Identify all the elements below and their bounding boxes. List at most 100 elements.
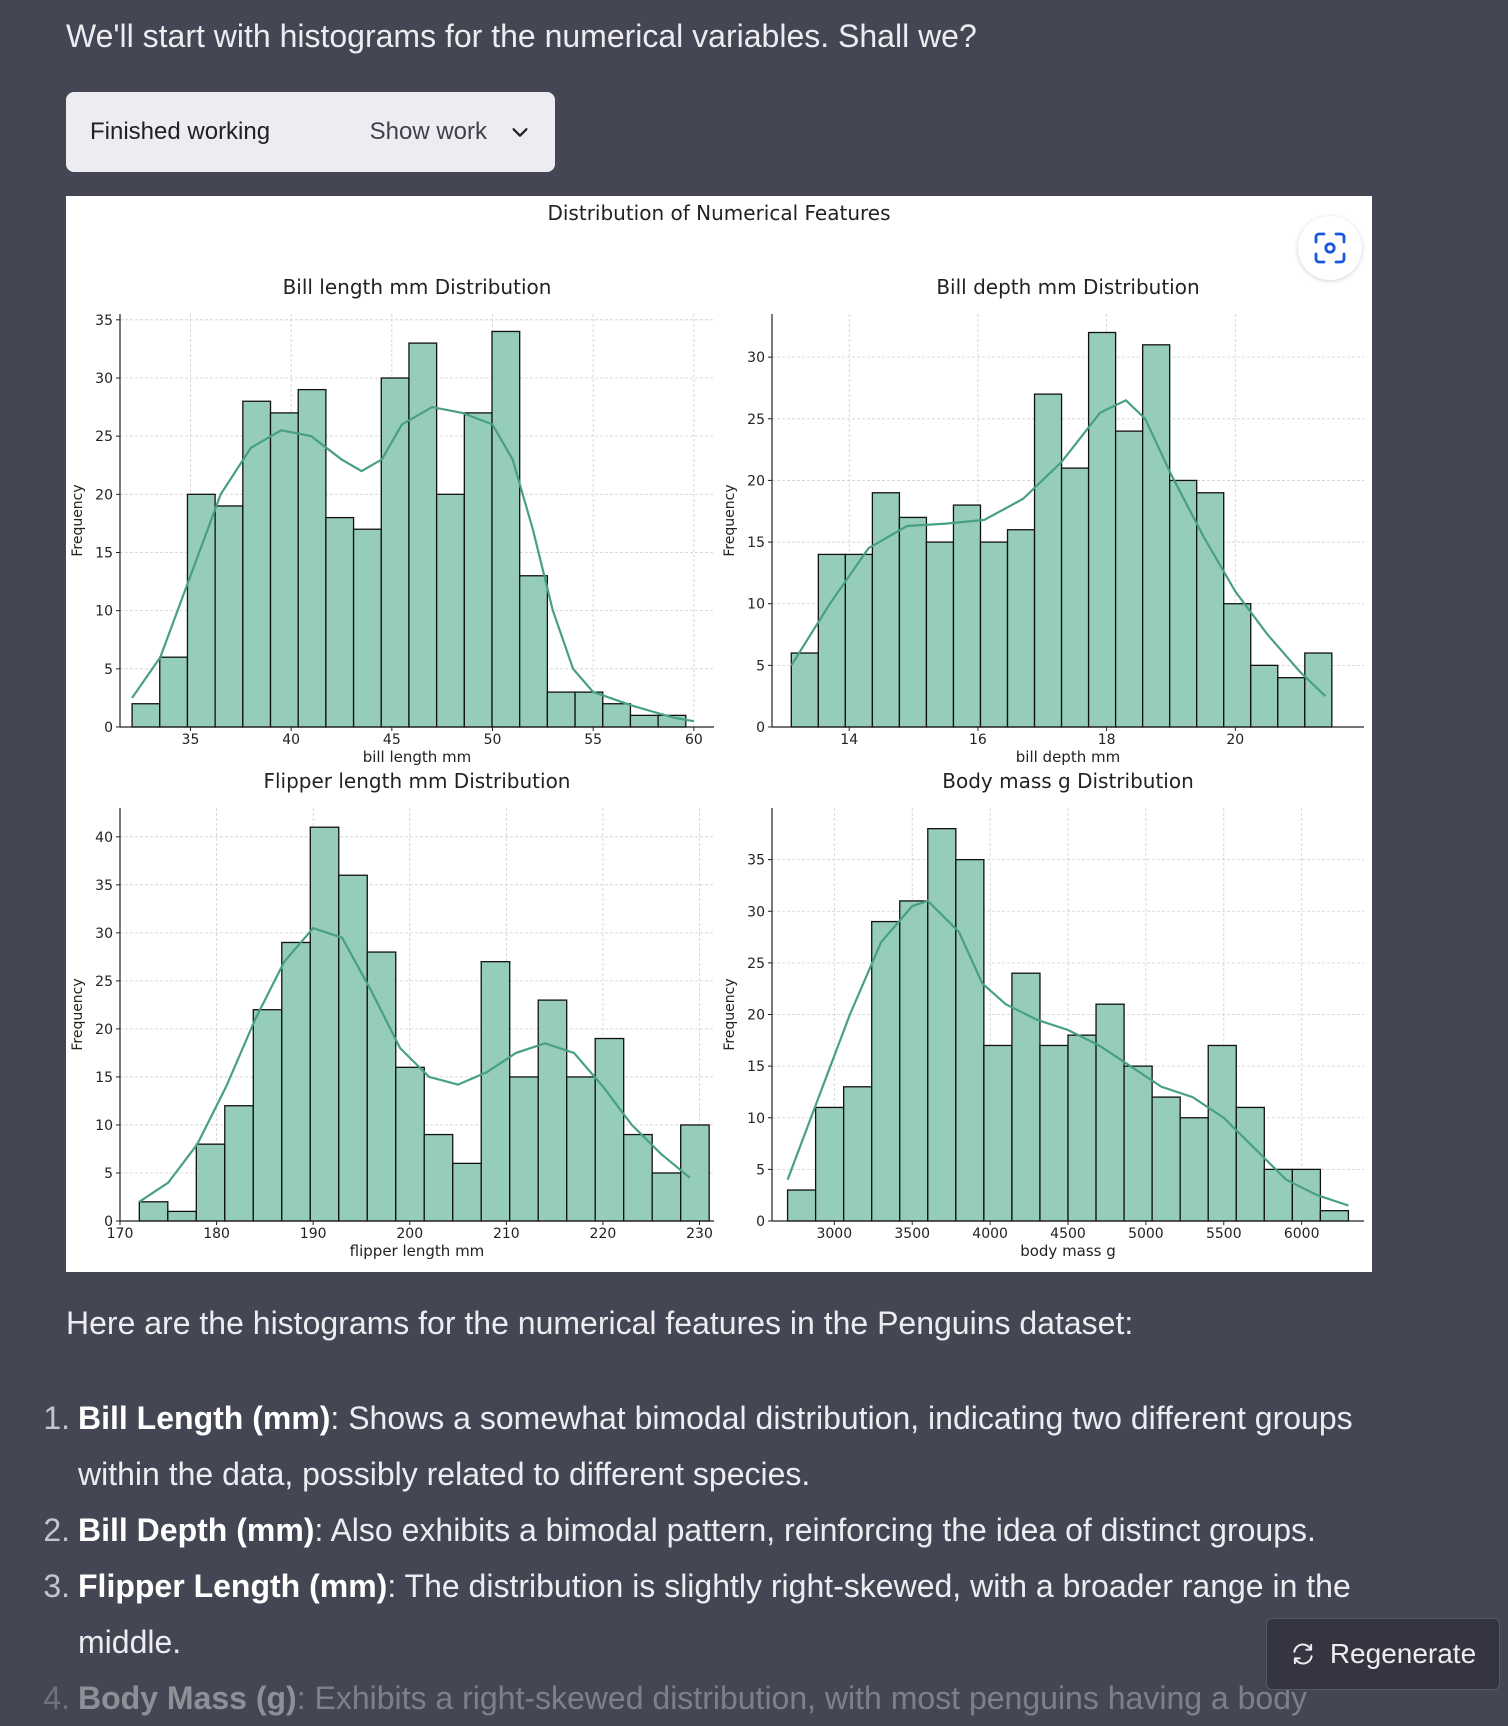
histogram-bar [269, 412, 299, 728]
findings-list: 1. Bill Length (mm): Shows a somewhat bim… [30, 1390, 1370, 1726]
x-tick-label: 4500 [1050, 1226, 1086, 1242]
x-axis-label: bill length mm [363, 748, 472, 766]
work-status-panel[interactable]: Finished working Show work [66, 92, 555, 172]
chevron-down-icon[interactable] [509, 121, 531, 143]
histogram-bar [623, 1133, 653, 1222]
y-tick-label: 30 [95, 371, 113, 387]
x-tick-label: 210 [493, 1226, 520, 1242]
x-tick-label: 14 [840, 732, 858, 748]
histogram-bar [297, 388, 327, 728]
histogram-bar [509, 1076, 539, 1222]
y-tick-label: 5 [104, 1166, 113, 1182]
summary-text: Here are the histograms for the numerica… [66, 1305, 1134, 1341]
x-tick-label: 16 [969, 732, 987, 748]
intro-text: We'll start with histograms for the nume… [66, 18, 977, 54]
x-tick-label: 35 [182, 732, 200, 748]
show-work-toggle[interactable]: Show work [369, 118, 487, 145]
regenerate-button[interactable]: Regenerate [1266, 1618, 1500, 1690]
y-tick-label: 25 [747, 412, 765, 428]
finding-text: : Exhibits a right-skewed distribution, … [296, 1680, 1307, 1716]
histogram-bar [1250, 664, 1279, 728]
x-tick-label: 60 [685, 732, 703, 748]
y-tick-label: 0 [756, 1214, 765, 1230]
histogram-bar [1207, 1044, 1237, 1222]
histogram-bar [159, 656, 189, 728]
histogram-bar [786, 1189, 817, 1222]
x-tick-label: 3500 [894, 1226, 930, 1242]
histogram-bar [186, 493, 216, 728]
x-tick-label: 5500 [1206, 1226, 1242, 1242]
x-tick-label: 220 [590, 1226, 617, 1242]
kde-curve [138, 926, 691, 1203]
zoom-image-button[interactable] [1298, 216, 1362, 280]
histogram-bar [979, 541, 1009, 728]
focus-scan-icon [1314, 232, 1346, 264]
histogram-bar [546, 691, 576, 728]
histogram-bar [925, 541, 955, 728]
histogram-bar [898, 516, 928, 728]
y-tick-label: 15 [95, 1070, 113, 1086]
histogram-bar [1114, 430, 1144, 728]
y-tick-label: 10 [747, 1111, 765, 1127]
y-tick-label: 0 [756, 720, 765, 736]
x-tick-label: 3000 [816, 1226, 852, 1242]
histogram-bar [1151, 1096, 1181, 1222]
y-tick-label: 30 [747, 350, 765, 366]
histogram-bar [594, 1037, 625, 1222]
histogram-bar [1223, 603, 1252, 728]
histogram-bar [899, 900, 929, 1222]
histogram-bar [352, 528, 382, 728]
y-tick-label: 10 [95, 604, 113, 620]
histogram-bar [651, 1172, 682, 1222]
histogram-bar [955, 858, 985, 1222]
histogram-bar [325, 516, 355, 728]
histogram-bar [1067, 1034, 1097, 1222]
y-tick-label: 20 [95, 1022, 113, 1038]
histogram-bar [871, 492, 901, 728]
histogram-bar [983, 1044, 1013, 1222]
histogram-bar [871, 920, 901, 1222]
y-tick-label: 5 [104, 662, 113, 678]
x-tick-label: 200 [396, 1226, 423, 1242]
y-tick-label: 15 [747, 1059, 765, 1075]
histogram-bar [131, 703, 161, 728]
histogram-bar [395, 1066, 425, 1222]
histogram-bar [1277, 677, 1306, 728]
list-number: 4. [43, 1680, 70, 1716]
histogram-bar [814, 1106, 845, 1222]
histogram-bar [1087, 331, 1117, 728]
figure-title: Distribution of Numerical Features [547, 201, 890, 225]
y-tick-label: 25 [95, 429, 113, 445]
histogram-bar [252, 1009, 283, 1222]
histogram-bar [224, 1105, 254, 1222]
y-axis-label: Frequency [70, 484, 86, 556]
histogram-bar [281, 941, 311, 1222]
y-tick-label: 40 [95, 830, 113, 846]
x-axis-label: bill depth mm [1016, 748, 1120, 766]
x-tick-label: 230 [686, 1226, 713, 1242]
list-item: 4. Body Mass (g): Exhibits a right-skewed… [30, 1670, 1370, 1726]
chart-figure: Distribution of Numerical Features 35 40 45… [66, 196, 1372, 1272]
panel-title: Bill depth mm Distribution [936, 275, 1199, 299]
finding-text: : Shows a somewhat bimodal distribution,… [78, 1400, 1353, 1492]
kde-curve [131, 405, 695, 723]
x-tick-label: 5000 [1128, 1226, 1164, 1242]
histogram-bar [629, 714, 659, 728]
x-tick-label: 55 [584, 732, 602, 748]
y-tick-label: 25 [95, 974, 113, 990]
finding-title: Flipper Length (mm) [78, 1568, 388, 1604]
y-tick-label: 0 [104, 1214, 113, 1230]
list-item: 2. Bill Depth (mm): Also exhibits a bimod… [30, 1502, 1370, 1558]
histogram-bar [338, 874, 368, 1222]
y-axis-label: Frequency [722, 484, 738, 556]
histogram-bar [817, 553, 847, 728]
y-tick-label: 35 [95, 313, 113, 329]
histogram-bar [435, 493, 465, 728]
histogram-bar [602, 703, 632, 728]
panel-title: Bill length mm Distribution [283, 275, 552, 299]
histogram-bar [1141, 344, 1171, 728]
panel-title: Body mass g Distribution [942, 769, 1194, 793]
histogram-bar [309, 826, 340, 1222]
kde-curve [790, 398, 1327, 697]
x-tick-label: 170 [107, 1226, 134, 1242]
